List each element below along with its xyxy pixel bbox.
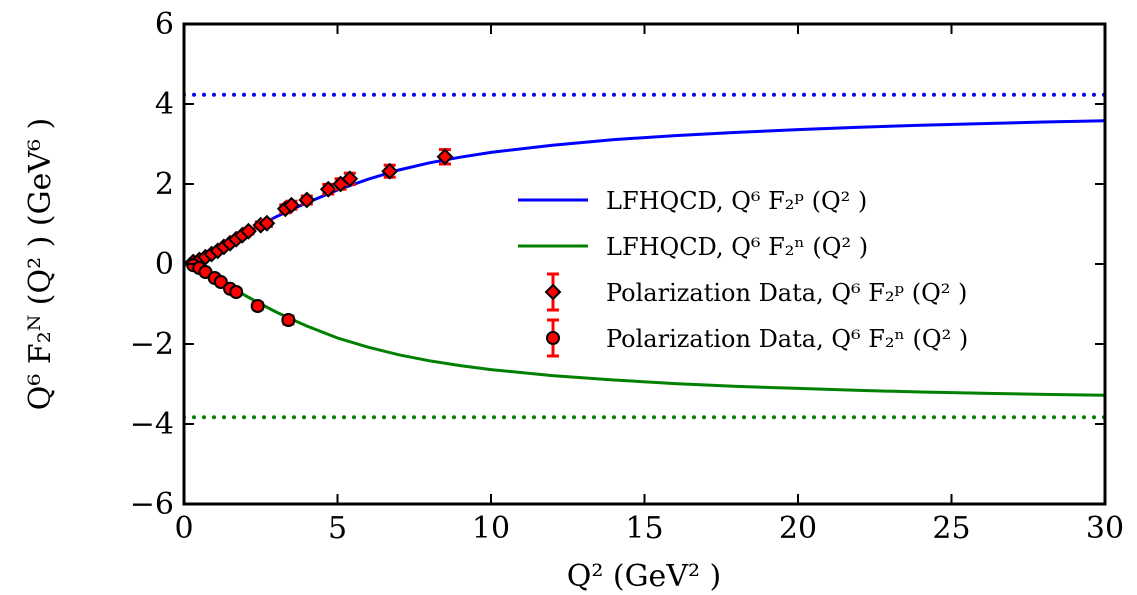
data-point <box>250 299 265 313</box>
legend-label: Polarization Data, Q⁶ F₂ⁿ (Q² ) <box>606 325 968 353</box>
x-tick-label: 30 <box>1086 511 1124 546</box>
legend-item: Polarization Data, Q⁶ F₂ᵖ (Q² ) <box>544 272 967 312</box>
y-tick-label: 4 <box>155 87 174 122</box>
data-point <box>281 313 296 327</box>
y-tick-label: 6 <box>155 7 174 42</box>
y-tick-label: −2 <box>130 327 174 362</box>
data-point <box>298 191 316 209</box>
x-tick-label: 20 <box>779 511 817 546</box>
data-point <box>258 214 276 232</box>
x-tick-label: 5 <box>328 511 347 546</box>
legend-label: LFHQCD, Q⁶ F₂ᵖ (Q² ) <box>606 187 867 215</box>
data-point <box>319 180 337 198</box>
data-point <box>436 148 454 166</box>
x-tick-label: 0 <box>174 511 193 546</box>
y-axis-label: Q⁶ F₂ᴺ (Q² ) (GeV⁶ ) <box>23 118 58 411</box>
data-point <box>229 285 244 299</box>
legend-item: LFHQCD, Q⁶ F₂ᵖ (Q² ) <box>518 187 867 215</box>
axis-ticks: 0 5 10 15 20 25 30 −6 −4 −2 0 2 4 6 <box>130 7 1124 546</box>
legend-marker <box>546 331 560 345</box>
series-line <box>184 262 1105 397</box>
legend-marker <box>544 283 562 301</box>
y-tick-label: 0 <box>155 247 174 282</box>
legend-label: Polarization Data, Q⁶ F₂ᵖ (Q² ) <box>606 279 967 307</box>
data-point <box>240 222 257 240</box>
y-tick-label: 2 <box>155 167 174 202</box>
x-tick-label: 10 <box>472 511 510 546</box>
data-point <box>213 275 228 289</box>
data-point <box>381 162 399 180</box>
legend: LFHQCD, Q⁶ F₂ᵖ (Q² ) LFHQCD, Q⁶ F₂ⁿ (Q² )… <box>518 187 968 358</box>
y-tick-label: −4 <box>130 407 174 442</box>
plot-area <box>184 92 1105 420</box>
data-point <box>283 196 300 214</box>
legend-item: Polarization Data, Q⁶ F₂ⁿ (Q² ) <box>546 318 968 358</box>
x-tick-label: 25 <box>932 511 970 546</box>
x-axis-label: Q² (GeV² ) <box>567 559 722 594</box>
x-tick-label: 15 <box>625 511 663 546</box>
data-point <box>341 170 359 188</box>
legend-item: LFHQCD, Q⁶ F₂ⁿ (Q² ) <box>518 233 868 261</box>
legend-label: LFHQCD, Q⁶ F₂ⁿ (Q² ) <box>606 233 868 261</box>
y-tick-label: −6 <box>130 487 174 522</box>
